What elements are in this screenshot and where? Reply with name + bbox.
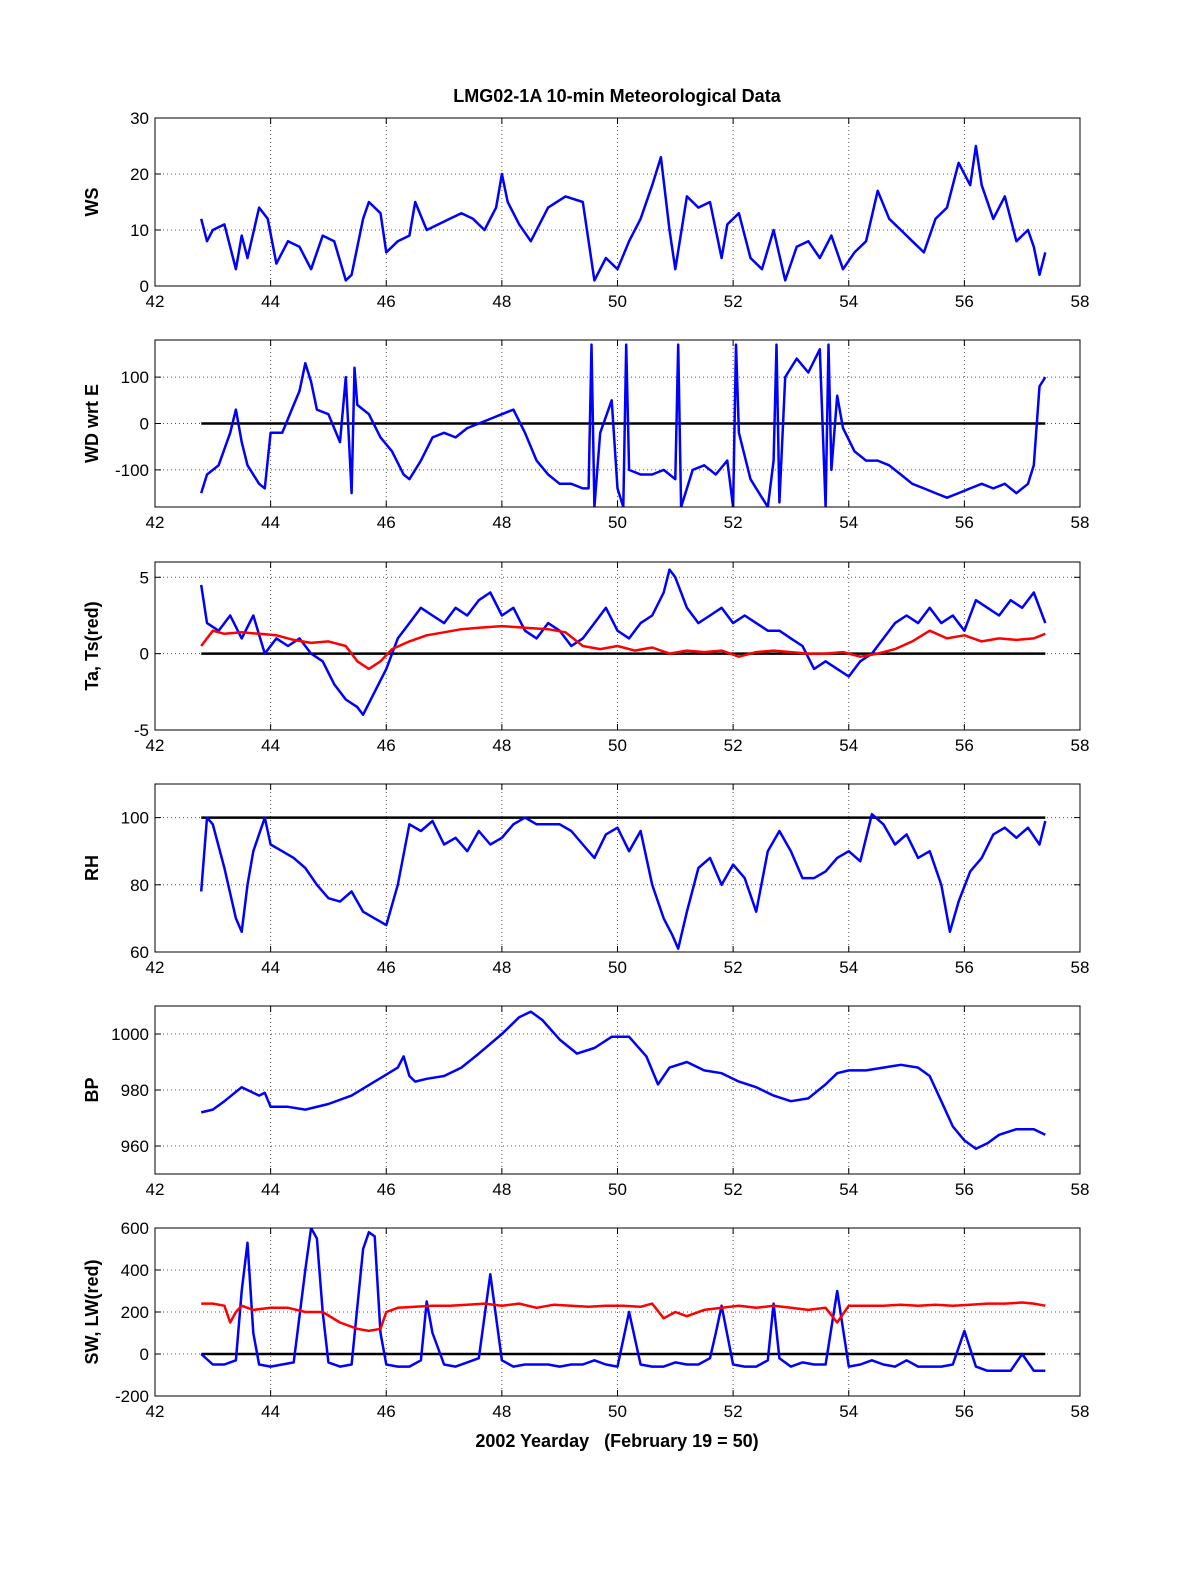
x-tick-label: 50 — [608, 958, 627, 977]
x-tick-label: 44 — [261, 1402, 280, 1421]
x-tick-label: 46 — [377, 958, 396, 977]
y-tick-label: 400 — [121, 1261, 149, 1280]
x-tick-label: 54 — [839, 292, 858, 311]
y-axis-label: Ta, Ts(red) — [82, 601, 102, 690]
x-tick-label: 48 — [492, 513, 511, 532]
y-tick-label: -100 — [115, 461, 149, 480]
x-tick-label: 52 — [724, 1180, 743, 1199]
x-tick-label: 46 — [377, 292, 396, 311]
x-tick-label: 42 — [146, 736, 165, 755]
x-tick-label: 52 — [724, 958, 743, 977]
x-tick-label: 46 — [377, 736, 396, 755]
x-tick-label: 54 — [839, 736, 858, 755]
y-tick-label: -200 — [115, 1387, 149, 1406]
x-tick-label: 48 — [492, 1402, 511, 1421]
panel-2: 42 44 46 48 50 52 54 56 58 -100 0 100 WD wrt E — [82, 339, 1090, 532]
series-line-1 — [199, 812, 1047, 950]
x-tick-label: 52 — [724, 513, 743, 532]
series-line-2 — [200, 624, 1046, 671]
y-tick-label: 960 — [121, 1137, 149, 1156]
x-tick-label: 44 — [261, 513, 280, 532]
x-tick-label: 42 — [146, 958, 165, 977]
x-tick-label: 50 — [608, 513, 627, 532]
series-line-2 — [201, 1301, 1046, 1333]
y-tick-label: 80 — [130, 876, 149, 895]
x-tick-label: 54 — [839, 1402, 858, 1421]
y-tick-label: 600 — [121, 1219, 149, 1238]
y-tick-label: 30 — [130, 109, 149, 128]
x-tick-label: 56 — [955, 958, 974, 977]
y-axis-label: RH — [82, 855, 102, 881]
x-tick-label: 46 — [377, 1180, 396, 1199]
x-tick-label: 44 — [261, 292, 280, 311]
x-tick-label: 42 — [146, 513, 165, 532]
y-tick-label: 5 — [140, 568, 149, 587]
series-line-1 — [200, 343, 1047, 507]
y-axis-label: BP — [82, 1077, 102, 1102]
panel-5: 42 44 46 48 50 52 54 56 58 960 980 1000 BP — [82, 1005, 1090, 1199]
series-line-1 — [199, 144, 1047, 282]
series-line-1 — [199, 568, 1047, 716]
y-tick-label: 0 — [140, 277, 149, 296]
x-tick-label: 58 — [1071, 1402, 1090, 1421]
x-tick-label: 48 — [492, 736, 511, 755]
x-tick-label: 54 — [839, 958, 858, 977]
x-tick-label: 42 — [146, 1402, 165, 1421]
y-tick-label: 1000 — [111, 1025, 149, 1044]
chart-title: LMG02-1A 10-min Meteorological Data — [453, 86, 781, 106]
y-tick-label: 20 — [130, 165, 149, 184]
y-axis-label: SW, LW(red) — [82, 1260, 102, 1365]
y-tick-label: 200 — [121, 1303, 149, 1322]
y-tick-label: 0 — [140, 645, 149, 664]
y-axis-label: WS — [82, 188, 102, 217]
x-tick-label: 58 — [1071, 958, 1090, 977]
x-tick-label: 44 — [261, 736, 280, 755]
x-axis-label: 2002 Yearday (February 19 = 50) — [475, 1431, 758, 1451]
x-tick-label: 50 — [608, 1402, 627, 1421]
x-tick-label: 44 — [261, 958, 280, 977]
panel-4: 42 44 46 48 50 52 54 56 58 60 80 100 RH — [82, 783, 1090, 977]
x-tick-label: 56 — [955, 736, 974, 755]
y-tick-label: 0 — [140, 415, 149, 434]
x-tick-label: 46 — [377, 513, 396, 532]
y-tick-label: 0 — [140, 1345, 149, 1364]
y-tick-label: 980 — [121, 1081, 149, 1100]
x-tick-label: 50 — [608, 1180, 627, 1199]
y-tick-label: -5 — [134, 721, 149, 740]
x-tick-label: 50 — [608, 736, 627, 755]
x-tick-label: 52 — [724, 292, 743, 311]
x-tick-label: 54 — [839, 1180, 858, 1199]
x-tick-label: 52 — [724, 736, 743, 755]
x-tick-label: 46 — [377, 1402, 396, 1421]
x-tick-label: 44 — [261, 1180, 280, 1199]
x-tick-label: 58 — [1071, 292, 1090, 311]
y-tick-label: 100 — [121, 368, 149, 387]
panel-1: 42 44 46 48 50 52 54 56 58 0 10 20 30 WS — [82, 109, 1089, 311]
panel-6: 42 44 46 48 50 52 54 56 58 -200 0 200 400 600 SW, LW(r… — [82, 1219, 1089, 1421]
y-axis-label: WD wrt E — [82, 384, 102, 463]
series-line-1 — [200, 1228, 1046, 1373]
y-tick-label: 60 — [130, 943, 149, 962]
y-tick-label: 100 — [121, 809, 149, 828]
x-tick-label: 58 — [1071, 513, 1090, 532]
panel-3: 42 44 46 48 50 52 54 56 58 -5 0 5 Ta, Ts(red) — [82, 561, 1090, 755]
x-tick-label: 58 — [1071, 736, 1090, 755]
x-tick-label: 48 — [492, 958, 511, 977]
x-tick-label: 56 — [955, 1402, 974, 1421]
x-tick-label: 48 — [492, 292, 511, 311]
x-tick-label: 42 — [146, 292, 165, 311]
x-tick-label: 58 — [1071, 1180, 1090, 1199]
x-tick-label: 54 — [839, 513, 858, 532]
x-tick-label: 56 — [955, 513, 974, 532]
x-tick-label: 48 — [492, 1180, 511, 1199]
series-line-1 — [200, 1010, 1046, 1151]
x-tick-label: 42 — [146, 1180, 165, 1199]
x-tick-label: 52 — [724, 1402, 743, 1421]
x-tick-label: 50 — [608, 292, 627, 311]
x-tick-label: 56 — [955, 292, 974, 311]
y-tick-label: 10 — [130, 221, 149, 240]
x-tick-label: 56 — [955, 1180, 974, 1199]
